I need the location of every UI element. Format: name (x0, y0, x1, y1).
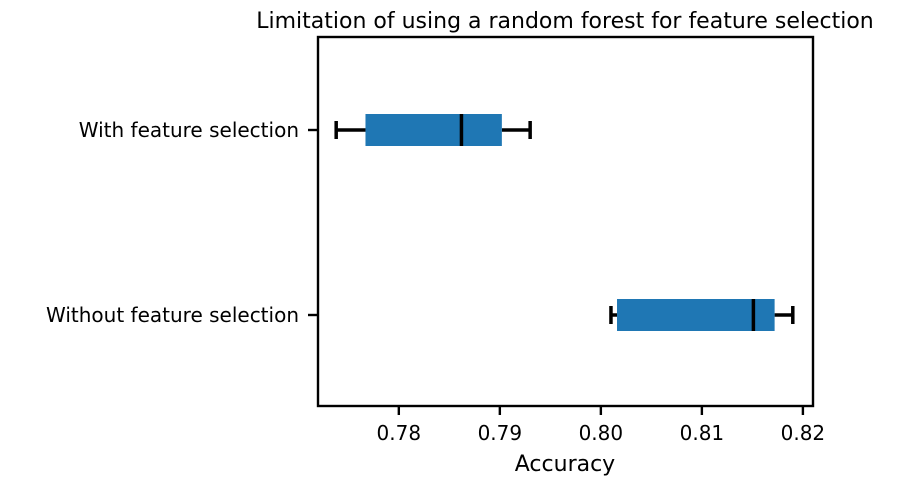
x-tick-label: 0.78 (377, 421, 422, 445)
x-tick-label: 0.81 (680, 421, 725, 445)
x-tick-label: 0.82 (781, 421, 826, 445)
boxes-layer (334, 114, 795, 331)
box-group (334, 114, 532, 146)
plot-frame (316, 35, 815, 408)
chart-title: Limitation of using a random forest for … (256, 9, 874, 34)
box-iqr (365, 114, 502, 146)
x-tick-label: 0.79 (478, 421, 523, 445)
x-axis: 0.78 0.79 0.80 0.81 0.82 (377, 406, 826, 445)
x-tick-label: 0.80 (579, 421, 624, 445)
x-axis-label: Accuracy (515, 452, 615, 477)
y-tick-label: With feature selection (79, 118, 299, 142)
box-iqr (617, 299, 775, 331)
box-group (609, 299, 795, 331)
y-axis: With feature selection Without feature se… (46, 118, 318, 327)
y-tick-label: Without feature selection (46, 303, 299, 327)
